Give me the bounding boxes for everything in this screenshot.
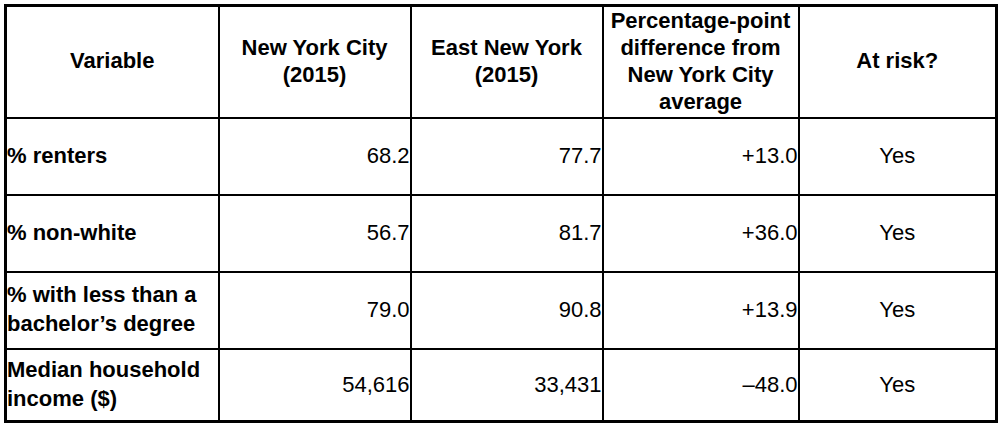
- non-white-eny-value: 81.7: [411, 195, 603, 272]
- header-row: Variable New York City (2015) East New Y…: [6, 6, 997, 118]
- column-header-at-risk: At risk?: [799, 6, 997, 118]
- less-than-bachelors-at-risk-value: Yes: [799, 272, 997, 349]
- non-white-diff-value: +36.0: [603, 195, 799, 272]
- table-row-median-income: Median household income ($) 54,616 33,43…: [6, 349, 997, 422]
- renters-diff-value: +13.0: [603, 118, 799, 195]
- column-header-nyc-2015: New York City (2015): [219, 6, 411, 118]
- row-label-renters: % renters: [6, 118, 219, 195]
- renters-eny-value: 77.7: [411, 118, 603, 195]
- non-white-nyc-value: 56.7: [219, 195, 411, 272]
- median-income-at-risk-value: Yes: [799, 349, 997, 422]
- comparison-table: Variable New York City (2015) East New Y…: [4, 4, 998, 423]
- row-label-median-income: Median household income ($): [6, 349, 219, 422]
- renters-nyc-value: 68.2: [219, 118, 411, 195]
- less-than-bachelors-nyc-value: 79.0: [219, 272, 411, 349]
- column-header-east-new-york-2015: East New York (2015): [411, 6, 603, 118]
- renters-at-risk-value: Yes: [799, 118, 997, 195]
- table-body: % renters 68.2 77.7 +13.0 Yes % non-whit…: [6, 118, 997, 422]
- document-table-page: Variable New York City (2015) East New Y…: [0, 4, 1000, 431]
- column-header-percentage-point-difference: Percentage-point difference from New Yor…: [603, 6, 799, 118]
- median-income-diff-value: –48.0: [603, 349, 799, 422]
- column-header-variable: Variable: [6, 6, 219, 118]
- table-row-non-white: % non-white 56.7 81.7 +36.0 Yes: [6, 195, 997, 272]
- non-white-at-risk-value: Yes: [799, 195, 997, 272]
- median-income-nyc-value: 54,616: [219, 349, 411, 422]
- less-than-bachelors-eny-value: 90.8: [411, 272, 603, 349]
- row-label-less-than-bachelors: % with less than a bachelor’s degree: [6, 272, 219, 349]
- row-label-non-white: % non-white: [6, 195, 219, 272]
- table-row-less-than-bachelors: % with less than a bachelor’s degree 79.…: [6, 272, 997, 349]
- table-header: Variable New York City (2015) East New Y…: [6, 6, 997, 118]
- median-income-eny-value: 33,431: [411, 349, 603, 422]
- less-than-bachelors-diff-value: +13.9: [603, 272, 799, 349]
- table-row-renters: % renters 68.2 77.7 +13.0 Yes: [6, 118, 997, 195]
